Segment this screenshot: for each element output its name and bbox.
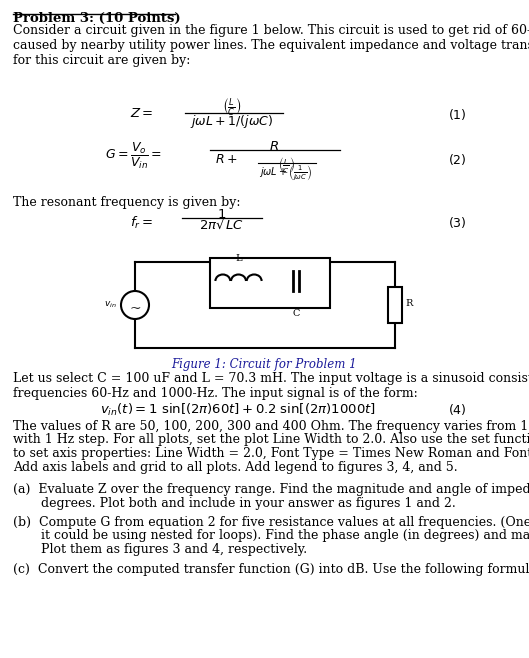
Text: R: R xyxy=(405,299,413,307)
Text: $1$: $1$ xyxy=(217,208,226,221)
Text: $(4)$: $(4)$ xyxy=(448,402,467,417)
Text: The resonant frequency is given by:: The resonant frequency is given by: xyxy=(13,196,241,209)
Text: $v_{in}(t) = 1\ \mathrm{sin}[(2\pi)60t] + 0.2\ \mathrm{sin}[(2\pi)1000t]$: $v_{in}(t) = 1\ \mathrm{sin}[(2\pi)60t] … xyxy=(100,402,376,418)
Text: $j\omega L + 1/(j\omega C)$: $j\omega L + 1/(j\omega C)$ xyxy=(190,113,273,130)
Text: Problem 3: (10 Points): Problem 3: (10 Points) xyxy=(13,12,180,25)
Text: to set axis properties: Line Width = 2.0, Font Type = Times New Roman and Font S: to set axis properties: Line Width = 2.0… xyxy=(13,447,529,460)
Text: $2\pi\sqrt{LC}$: $2\pi\sqrt{LC}$ xyxy=(198,218,245,233)
Text: $\left(\frac{L}{C}\right)$: $\left(\frac{L}{C}\right)$ xyxy=(278,155,294,175)
Bar xyxy=(388,287,402,323)
Text: it could be using nested for loops). Find the phase angle (in degrees) and magni: it could be using nested for loops). Fin… xyxy=(13,530,529,542)
Text: (b)  Compute G from equation 2 for five resistance values at all frequencies. (O: (b) Compute G from equation 2 for five r… xyxy=(13,516,529,529)
Text: $v_{in}$: $v_{in}$ xyxy=(104,300,117,311)
Text: $j\omega L + \left(\frac{1}{j\omega C}\right)$: $j\omega L + \left(\frac{1}{j\omega C}\r… xyxy=(259,164,313,183)
Text: Figure 1: Circuit for Problem 1: Figure 1: Circuit for Problem 1 xyxy=(171,358,357,371)
Text: $(1)$: $(1)$ xyxy=(448,107,467,122)
Text: L: L xyxy=(235,254,242,263)
Text: $(2)$: $(2)$ xyxy=(448,152,467,167)
Text: $(3)$: $(3)$ xyxy=(448,215,467,230)
Text: Add axis labels and grid to all plots. Add legend to figures 3, 4, and 5.: Add axis labels and grid to all plots. A… xyxy=(13,461,458,474)
Text: $Z =$: $Z =$ xyxy=(130,107,153,120)
Text: ~: ~ xyxy=(129,302,141,316)
Text: (c)  Convert the computed transfer function (G) into dB. Use the following formu: (c) Convert the computed transfer functi… xyxy=(13,563,529,576)
Text: $\left(\frac{L}{C}\right)$: $\left(\frac{L}{C}\right)$ xyxy=(222,96,242,117)
Text: degrees. Plot both and include in your answer as figures 1 and 2.: degrees. Plot both and include in your a… xyxy=(13,497,456,509)
Text: $f_r =$: $f_r =$ xyxy=(130,215,153,231)
Text: (a)  Evaluate Z over the frequency range. Find the magnitude and angle of impeda: (a) Evaluate Z over the frequency range.… xyxy=(13,483,529,496)
Text: $R +$: $R +$ xyxy=(215,153,238,166)
Text: Let us select C = 100 uF and L = 70.3 mH. The input voltage is a sinusoid consis: Let us select C = 100 uF and L = 70.3 mH… xyxy=(13,372,529,400)
Text: C: C xyxy=(293,309,300,318)
Text: $R$: $R$ xyxy=(269,140,279,153)
Text: Consider a circuit given in the figure 1 below. This circuit is used to get rid : Consider a circuit given in the figure 1… xyxy=(13,24,529,67)
Text: Plot them as figures 3 and 4, respectively.: Plot them as figures 3 and 4, respective… xyxy=(13,543,307,556)
Text: The values of R are 50, 100, 200, 300 and 400 Ohm. The frequency varies from 1 H: The values of R are 50, 100, 200, 300 an… xyxy=(13,420,529,433)
Text: with 1 Hz step. For all plots, set the plot Line Width to 2.0. Also use the set : with 1 Hz step. For all plots, set the p… xyxy=(13,434,529,447)
Text: $G = \dfrac{V_o}{V_{in}} =$: $G = \dfrac{V_o}{V_{in}} =$ xyxy=(105,141,162,171)
Bar xyxy=(210,258,330,308)
